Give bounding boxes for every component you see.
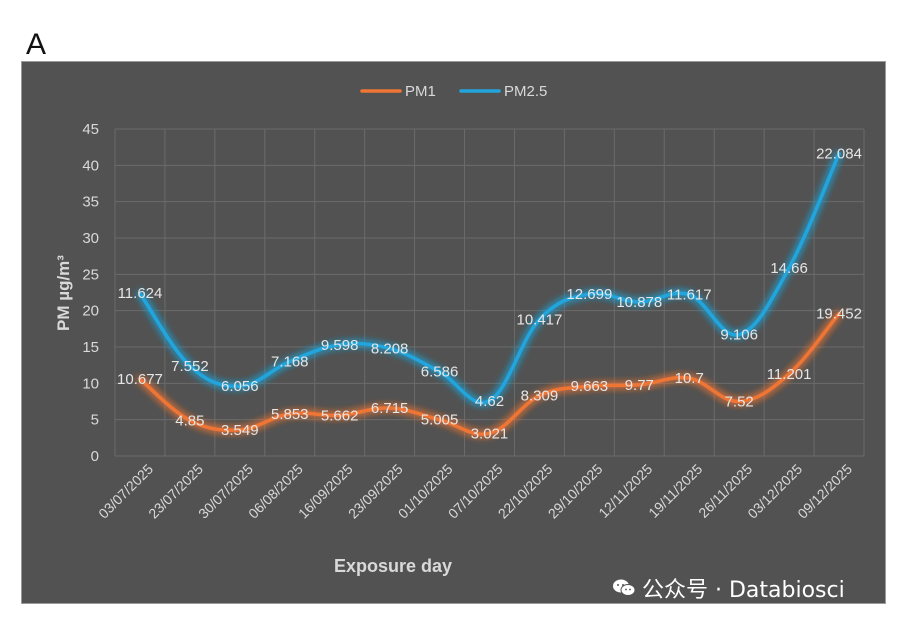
data-label: 10.417 bbox=[516, 311, 562, 328]
watermark-text: 公众号 · Databiosci bbox=[642, 578, 845, 603]
y-tick-label: 5 bbox=[91, 412, 99, 429]
data-label: 6.586 bbox=[421, 364, 459, 381]
y-tick-label: 35 bbox=[82, 194, 99, 211]
panel-label: A bbox=[26, 28, 47, 61]
data-label: 22.084 bbox=[816, 146, 862, 163]
y-tick-label: 30 bbox=[82, 230, 99, 247]
data-labels: 10.677 4.85 3.549 5.853 5.662 6.715 5.005 3.021… bbox=[117, 146, 862, 443]
x-tick-label: 29/10/2025 bbox=[545, 461, 606, 522]
data-label: 4.85 bbox=[175, 412, 204, 429]
data-label: 6.715 bbox=[371, 400, 409, 417]
watermark: 公众号 · Databiosci bbox=[612, 571, 845, 605]
y-tick-label: 15 bbox=[82, 339, 99, 356]
data-label: 8.309 bbox=[521, 388, 559, 405]
series-line-pm1 bbox=[138, 311, 841, 437]
data-label: 8.208 bbox=[371, 340, 409, 357]
x-axis: 03/07/202523/07/202530/07/202506/08/2025… bbox=[95, 461, 855, 522]
y-tick-label: 45 bbox=[82, 121, 99, 138]
data-label: 10.677 bbox=[117, 371, 163, 388]
data-label: 9.77 bbox=[625, 377, 654, 394]
data-label: 11.624 bbox=[118, 285, 163, 302]
data-label: 5.005 bbox=[421, 412, 459, 429]
data-label: 10.7 bbox=[675, 370, 704, 387]
y-tick-label: 25 bbox=[82, 266, 99, 283]
wechat-icon bbox=[612, 578, 636, 598]
y-tick-label: 10 bbox=[82, 375, 99, 392]
data-label: 4.62 bbox=[475, 393, 504, 410]
data-label: 11.617 bbox=[667, 287, 712, 304]
legend-label: PM2.5 bbox=[504, 83, 547, 100]
data-label: 14.66 bbox=[770, 260, 808, 277]
y-tick-label: 0 bbox=[91, 448, 99, 465]
data-label: 10.878 bbox=[616, 294, 662, 311]
data-label: 9.663 bbox=[571, 378, 609, 395]
data-label: 7.52 bbox=[725, 394, 754, 411]
legend: PM1 PM2.5 bbox=[360, 83, 547, 100]
series-line-pm25 bbox=[138, 151, 841, 405]
data-label: 3.021 bbox=[471, 425, 509, 442]
data-label: 6.056 bbox=[221, 378, 259, 395]
data-label: 5.853 bbox=[271, 406, 309, 423]
data-label: 19.452 bbox=[816, 306, 862, 323]
data-label: 12.699 bbox=[566, 286, 612, 303]
data-label: 5.662 bbox=[321, 407, 359, 424]
x-axis-title: Exposure day bbox=[334, 556, 452, 576]
legend-label: PM1 bbox=[405, 83, 436, 100]
y-axis-title: PM µg/m³ bbox=[54, 255, 73, 331]
data-label: 3.549 bbox=[221, 422, 259, 439]
data-label: 9.106 bbox=[720, 327, 758, 344]
data-label: 9.598 bbox=[321, 337, 359, 354]
y-tick-label: 20 bbox=[82, 303, 99, 320]
y-tick-label: 40 bbox=[82, 157, 99, 174]
x-tick-label: 09/12/2025 bbox=[794, 461, 855, 522]
grid-lines bbox=[114, 128, 865, 457]
data-label: 7.168 bbox=[271, 354, 309, 371]
data-label: 11.201 bbox=[767, 366, 812, 383]
data-label: 7.552 bbox=[171, 358, 209, 375]
series-lines bbox=[138, 151, 841, 437]
y-axis: 0 5 10 15 20 25 30 35 40 45 bbox=[82, 121, 99, 465]
